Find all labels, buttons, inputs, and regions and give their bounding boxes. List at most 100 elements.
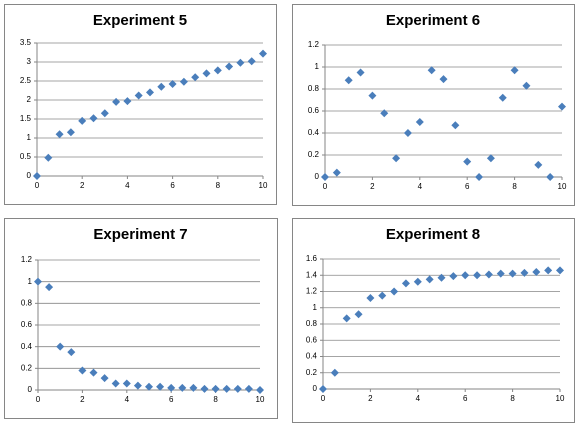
point — [178, 383, 187, 392]
panel — [292, 4, 575, 206]
chart-title: Experiment 6 — [386, 12, 480, 29]
x-tick-label: 10 — [256, 395, 265, 404]
y-tick-label: 1 — [28, 277, 33, 286]
y-tick-label: 0.2 — [21, 363, 33, 372]
point — [100, 374, 109, 383]
y-tick-label: 1 — [27, 133, 32, 142]
y-tick-label: 0.6 — [21, 320, 33, 329]
point — [222, 384, 231, 393]
point — [34, 277, 42, 286]
x-tick-label: 8 — [216, 181, 221, 190]
point — [321, 173, 329, 181]
point — [544, 266, 553, 275]
y-tick-label: 2 — [27, 95, 32, 104]
point — [508, 269, 517, 278]
point — [45, 283, 54, 292]
point — [532, 268, 541, 276]
y-tick-label: 0.8 — [21, 298, 33, 307]
point — [156, 382, 165, 391]
point — [189, 383, 198, 392]
point — [486, 154, 495, 163]
x-tick-label: 2 — [368, 394, 373, 403]
point — [134, 91, 143, 100]
y-tick-label: 1 — [313, 303, 318, 312]
point — [366, 294, 375, 302]
y-tick-label: 0.2 — [308, 150, 320, 159]
point — [78, 366, 87, 375]
point — [546, 173, 555, 181]
point — [233, 384, 242, 393]
point — [44, 153, 53, 162]
x-tick-label: 10 — [556, 394, 565, 403]
x-tick-label: 0 — [36, 395, 41, 404]
point — [168, 80, 177, 89]
y-tick-label: 0 — [27, 171, 32, 180]
point — [213, 66, 222, 75]
x-tick-label: 8 — [512, 182, 517, 191]
y-tick-label: 3 — [27, 57, 32, 66]
point — [558, 102, 566, 111]
x-tick-label: 4 — [416, 394, 421, 403]
point — [522, 81, 531, 90]
point — [225, 62, 234, 71]
point — [236, 58, 245, 67]
point — [380, 109, 389, 118]
x-tick-label: 6 — [170, 181, 175, 190]
point — [520, 268, 529, 277]
y-tick-label: 0.4 — [306, 352, 318, 361]
point — [439, 75, 448, 84]
point — [461, 271, 470, 280]
point — [390, 287, 399, 296]
point — [179, 77, 188, 86]
point — [427, 66, 436, 75]
y-tick-label: 0 — [315, 172, 320, 181]
point — [354, 310, 363, 319]
point — [392, 154, 401, 163]
x-tick-label: 4 — [125, 181, 130, 190]
point — [56, 342, 65, 351]
x-tick-label: 6 — [465, 182, 470, 191]
y-tick-label: 0 — [313, 384, 318, 393]
point — [78, 116, 87, 125]
x-tick-label: 0 — [323, 182, 328, 191]
point — [67, 348, 76, 357]
point — [167, 383, 176, 392]
point — [89, 114, 98, 123]
y-tick-label: 1 — [315, 62, 320, 71]
y-tick-label: 0.6 — [306, 335, 318, 344]
point — [256, 386, 264, 394]
point — [200, 384, 209, 393]
x-tick-label: 8 — [510, 394, 515, 403]
point — [451, 121, 460, 130]
x-tick-label: 4 — [418, 182, 423, 191]
point — [191, 73, 200, 82]
y-tick-label: 1.5 — [20, 114, 32, 123]
x-tick-label: 6 — [169, 395, 174, 404]
point — [498, 93, 507, 102]
point — [463, 157, 472, 166]
y-tick-label: 0.4 — [308, 128, 320, 137]
x-tick-label: 10 — [259, 181, 268, 190]
point — [244, 384, 253, 393]
point — [66, 128, 75, 137]
x-tick-label: 2 — [80, 181, 85, 190]
y-tick-label: 0.5 — [20, 152, 32, 161]
point — [415, 118, 424, 126]
y-tick-label: 0.8 — [308, 84, 320, 93]
point — [344, 76, 353, 85]
point — [330, 368, 339, 377]
y-tick-label: 1.4 — [306, 270, 318, 279]
y-tick-label: 0.4 — [21, 342, 33, 351]
y-tick-label: 3.5 — [20, 38, 32, 47]
point — [123, 97, 132, 106]
point — [475, 173, 484, 181]
point — [89, 368, 98, 377]
y-tick-label: 0.6 — [308, 106, 320, 115]
point — [111, 379, 120, 388]
chart-title: Experiment 7 — [93, 226, 187, 243]
point — [510, 66, 519, 75]
point — [534, 160, 543, 169]
point — [401, 279, 410, 288]
point — [145, 382, 153, 391]
